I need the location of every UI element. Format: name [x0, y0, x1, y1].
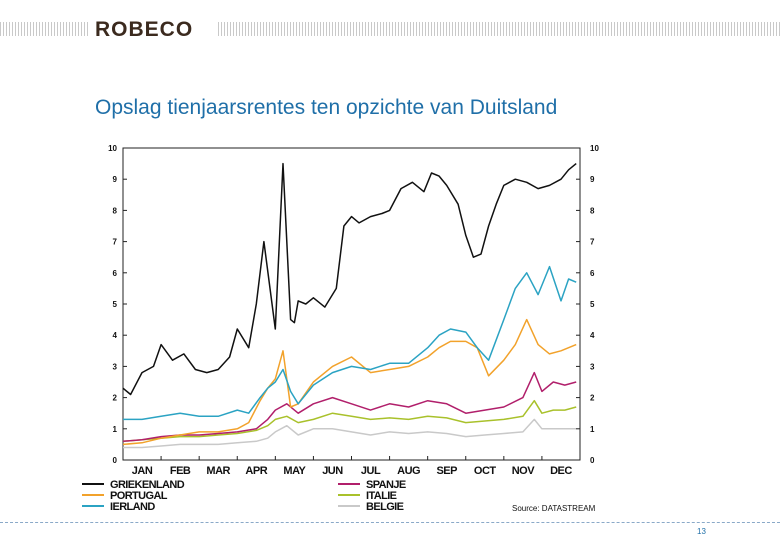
y-tick-label-right: 8 — [590, 206, 595, 215]
y-tick-label-left: 0 — [113, 456, 118, 465]
series-line-ierland — [123, 265, 577, 421]
robeco-logo: ROBECO — [95, 18, 194, 41]
x-tick-label: SEP — [436, 465, 457, 477]
x-tick-label: JUL — [361, 465, 381, 477]
y-tick-label-right: 2 — [590, 394, 595, 403]
x-tick-label: APR — [245, 465, 267, 477]
x-tick-label: JUN — [322, 465, 343, 477]
x-tick-label: OCT — [474, 465, 497, 477]
y-tick-label-left: 9 — [113, 175, 118, 184]
header-hatch-right — [218, 22, 780, 36]
y-tick-label-left: 3 — [113, 362, 118, 371]
legend-label: IERLAND — [110, 501, 155, 513]
series-line-belgie — [123, 418, 577, 449]
series-line-italie — [122, 399, 577, 443]
y-tick-label-left: 7 — [113, 238, 118, 247]
header-hatch-left — [0, 22, 88, 36]
legend-label: GRIEKENLAND — [110, 479, 185, 491]
legend-label: BELGIE — [366, 501, 404, 513]
legend-label: SPANJE — [366, 479, 406, 491]
y-tick-label-right: 10 — [590, 144, 599, 153]
x-tick-label: AUG — [397, 465, 420, 477]
y-tick-label-right: 7 — [590, 238, 595, 247]
y-tick-label-right: 6 — [590, 269, 595, 278]
series-line-griekenland — [122, 162, 577, 396]
slide-title: Opslag tienjaarsrentes ten opzichte van … — [95, 96, 558, 119]
y-tick-label-right: 9 — [590, 175, 595, 184]
y-tick-label-right: 1 — [590, 425, 595, 434]
x-tick-label: MAR — [206, 465, 230, 477]
y-tick-label-right: 4 — [590, 331, 595, 340]
series-line-spanje — [122, 371, 577, 443]
footer-divider — [0, 522, 780, 523]
page-number: 13 — [697, 527, 706, 536]
y-tick-label-right: 3 — [590, 362, 595, 371]
y-tick-label-left: 4 — [113, 331, 118, 340]
y-tick-label-right: 0 — [590, 456, 595, 465]
y-tick-label-left: 10 — [108, 144, 117, 153]
plot-area — [122, 147, 581, 461]
series-line-portugal — [122, 318, 577, 446]
x-tick-label: MAY — [283, 465, 306, 477]
legend-label: ITALIE — [366, 490, 397, 502]
legend-label: PORTUGAL — [110, 490, 168, 502]
y-tick-label-left: 5 — [113, 300, 118, 309]
y-tick-label-right: 5 — [590, 300, 595, 309]
y-tick-label-left: 6 — [113, 269, 118, 278]
x-tick-label: NOV — [512, 465, 536, 477]
y-tick-label-left: 8 — [113, 206, 118, 215]
x-tick-label: JAN — [132, 465, 153, 477]
y-tick-label-left: 2 — [113, 394, 118, 403]
x-tick-label: FEB — [170, 465, 191, 477]
y-tick-label-left: 1 — [113, 425, 118, 434]
source-label: Source: DATASTREAM — [512, 504, 596, 513]
x-tick-label: DEC — [550, 465, 572, 477]
